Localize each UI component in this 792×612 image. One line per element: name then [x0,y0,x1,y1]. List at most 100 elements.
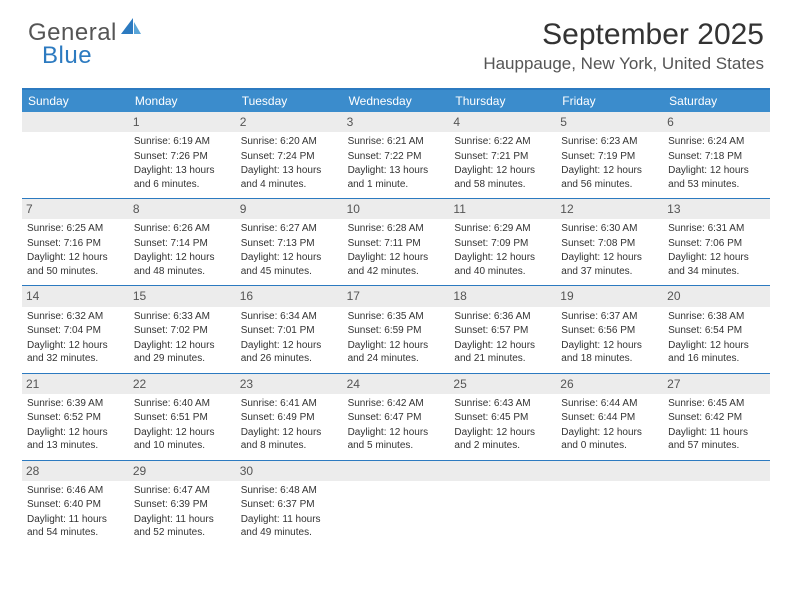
day-content: Sunrise: 6:45 AMSunset: 6:42 PMDaylight:… [667,397,766,453]
day-number: 30 [236,461,343,481]
day-cell: 27Sunrise: 6:45 AMSunset: 6:42 PMDayligh… [663,374,770,460]
day-content: Sunrise: 6:43 AMSunset: 6:45 PMDaylight:… [453,397,552,453]
daylight-text: Daylight: 12 hours and 42 minutes. [348,251,445,278]
day-content: Sunrise: 6:23 AMSunset: 7:19 PMDaylight:… [560,135,659,191]
day-number: 17 [343,286,450,306]
sunset-text: Sunset: 6:51 PM [134,411,231,425]
day-cell: 18Sunrise: 6:36 AMSunset: 6:57 PMDayligh… [449,286,556,372]
daylight-text: Daylight: 11 hours and 52 minutes. [134,513,231,540]
day-cell: 30 Sunrise: 6:48 AMSunset: 6:37 PMDayligh… [236,461,343,547]
sunrise-text: Sunrise: 6:31 AM [668,222,765,236]
day-number: 16 [236,286,343,306]
day-number: 25 [449,374,556,394]
dow-friday: Friday [556,90,663,112]
sunset-text: Sunset: 7:19 PM [561,150,658,164]
daylight-text: Daylight: 12 hours and 8 minutes. [241,426,338,453]
sunrise-text: Sunrise: 6:27 AM [241,222,338,236]
sunset-text: Sunset: 6:40 PM [27,498,124,512]
dow-wednesday: Wednesday [343,90,450,112]
daylight-text: Daylight: 12 hours and 48 minutes. [134,251,231,278]
day-number: 6 [663,112,770,132]
sunset-text: Sunset: 7:09 PM [454,237,551,251]
sunset-text: Sunset: 7:16 PM [27,237,124,251]
day-content: Sunrise: 6:31 AMSunset: 7:06 PMDaylight:… [667,222,766,278]
day-number: 20 [663,286,770,306]
daylight-text: Daylight: 12 hours and 24 minutes. [348,339,445,366]
day-cell: 25 Sunrise: 6:43 AMSunset: 6:45 PMDayligh… [449,374,556,460]
sunset-text: Sunset: 6:44 PM [561,411,658,425]
daylight-text: Daylight: 12 hours and 45 minutes. [241,251,338,278]
sunrise-text: Sunrise: 6:30 AM [561,222,658,236]
day-number: 5 [556,112,663,132]
sunset-text: Sunset: 6:59 PM [348,324,445,338]
daylight-text: Daylight: 13 hours and 1 minute. [348,164,445,191]
day-content: Sunrise: 6:36 AMSunset: 6:57 PMDaylight:… [453,310,552,366]
sunrise-text: Sunrise: 6:32 AM [27,310,124,324]
day-number [663,461,770,481]
day-content: Sunrise: 6:32 AMSunset: 7:04 PMDaylight:… [26,310,125,366]
sunset-text: Sunset: 6:42 PM [668,411,765,425]
day-cell [556,461,663,547]
month-title: September 2025 [483,18,764,52]
daylight-text: Daylight: 12 hours and 13 minutes. [27,426,124,453]
day-number [449,461,556,481]
day-number: 10 [343,199,450,219]
sunrise-text: Sunrise: 6:29 AM [454,222,551,236]
day-content: Sunrise: 6:25 AMSunset: 7:16 PMDaylight:… [26,222,125,278]
day-content: Sunrise: 6:48 AMSunset: 6:37 PMDaylight:… [240,484,339,540]
day-content: Sunrise: 6:47 AMSunset: 6:39 PMDaylight:… [133,484,232,540]
day-cell: 22Sunrise: 6:40 AMSunset: 6:51 PMDayligh… [129,374,236,460]
sunrise-text: Sunrise: 6:47 AM [134,484,231,498]
day-content: Sunrise: 6:33 AMSunset: 7:02 PMDaylight:… [133,310,232,366]
day-cell: 14Sunrise: 6:32 AMSunset: 7:04 PMDayligh… [22,286,129,372]
daylight-text: Daylight: 11 hours and 57 minutes. [668,426,765,453]
day-content: Sunrise: 6:29 AMSunset: 7:09 PMDaylight:… [453,222,552,278]
daylight-text: Daylight: 12 hours and 58 minutes. [454,164,551,191]
day-cell: 15Sunrise: 6:33 AMSunset: 7:02 PMDayligh… [129,286,236,372]
daylight-text: Daylight: 12 hours and 2 minutes. [454,426,551,453]
day-cell: 17 Sunrise: 6:35 AMSunset: 6:59 PMDayligh… [343,286,450,372]
sunrise-text: Sunrise: 6:33 AM [134,310,231,324]
day-number: 23 [236,374,343,394]
sunset-text: Sunset: 7:14 PM [134,237,231,251]
sunrise-text: Sunrise: 6:28 AM [348,222,445,236]
day-cell: 21Sunrise: 6:39 AMSunset: 6:52 PMDayligh… [22,374,129,460]
sunrise-text: Sunrise: 6:38 AM [668,310,765,324]
daylight-text: Daylight: 12 hours and 5 minutes. [348,426,445,453]
daylight-text: Daylight: 12 hours and 10 minutes. [134,426,231,453]
day-cell: 10 Sunrise: 6:28 AMSunset: 7:11 PMDayligh… [343,199,450,285]
week-row: 7Sunrise: 6:25 AMSunset: 7:16 PMDaylight… [22,199,770,286]
day-number: 2 [236,112,343,132]
day-cell: 11Sunrise: 6:29 AMSunset: 7:09 PMDayligh… [449,199,556,285]
day-number [556,461,663,481]
daylight-text: Daylight: 12 hours and 37 minutes. [561,251,658,278]
day-cell: 13Sunrise: 6:31 AMSunset: 7:06 PMDayligh… [663,199,770,285]
day-cell: 12Sunrise: 6:30 AMSunset: 7:08 PMDayligh… [556,199,663,285]
day-cell: 2Sunrise: 6:20 AMSunset: 7:24 PMDaylight… [236,112,343,198]
day-number: 26 [556,374,663,394]
day-content: Sunrise: 6:46 AMSunset: 6:40 PMDaylight:… [26,484,125,540]
day-cell: 29Sunrise: 6:47 AMSunset: 6:39 PMDayligh… [129,461,236,547]
logo-text-blue: Blue [42,42,92,70]
location: Hauppauge, New York, United States [483,54,764,74]
day-content: Sunrise: 6:27 AMSunset: 7:13 PMDaylight:… [240,222,339,278]
daylight-text: Daylight: 12 hours and 50 minutes. [27,251,124,278]
daylight-text: Daylight: 13 hours and 6 minutes. [134,164,231,191]
day-content: Sunrise: 6:28 AMSunset: 7:11 PMDaylight:… [347,222,446,278]
day-content: Sunrise: 6:39 AMSunset: 6:52 PMDaylight:… [26,397,125,453]
day-cell: 7Sunrise: 6:25 AMSunset: 7:16 PMDaylight… [22,199,129,285]
logo-sail-icon [121,18,143,41]
sunset-text: Sunset: 7:18 PM [668,150,765,164]
sunrise-text: Sunrise: 6:41 AM [241,397,338,411]
day-cell [22,112,129,198]
sunrise-text: Sunrise: 6:20 AM [241,135,338,149]
sunrise-text: Sunrise: 6:19 AM [134,135,231,149]
day-number: 9 [236,199,343,219]
sunrise-text: Sunrise: 6:37 AM [561,310,658,324]
sunset-text: Sunset: 7:02 PM [134,324,231,338]
day-content: Sunrise: 6:35 AMSunset: 6:59 PMDaylight:… [347,310,446,366]
day-number: 24 [343,374,450,394]
day-content: Sunrise: 6:19 AMSunset: 7:26 PMDaylight:… [133,135,232,191]
day-content: Sunrise: 6:44 AMSunset: 6:44 PMDaylight:… [560,397,659,453]
sunset-text: Sunset: 6:37 PM [241,498,338,512]
